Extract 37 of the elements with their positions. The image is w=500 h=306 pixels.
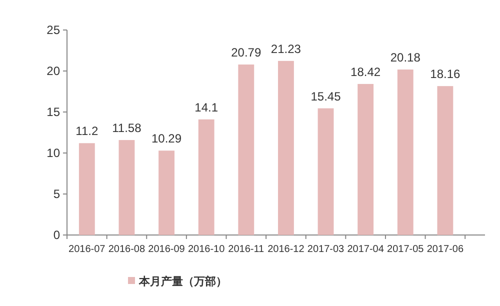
legend-label: 本月产量（万部） <box>138 275 227 288</box>
x-tick-label: 2016-12 <box>268 244 305 255</box>
y-tick-label: 0 <box>53 228 60 242</box>
x-tick-label: 2016-08 <box>108 244 146 255</box>
y-tick-label: 25 <box>46 23 60 37</box>
data-label: 11.58 <box>112 121 142 136</box>
y-tick-label: 15 <box>46 105 60 119</box>
bar <box>358 84 374 235</box>
bar <box>397 70 414 235</box>
y-tick-label: 10 <box>46 146 60 160</box>
x-tick-label: 2016-11 <box>228 244 265 255</box>
data-label: 20.79 <box>231 46 262 60</box>
x-tick-label: 2017-05 <box>387 244 424 255</box>
bar <box>278 60 294 235</box>
data-label: 20.18 <box>390 50 421 65</box>
bar <box>78 143 95 235</box>
data-label: 10.29 <box>152 132 182 146</box>
x-tick-label: 2016-09 <box>148 244 186 255</box>
x-tick-label: 2016-10 <box>188 244 226 255</box>
data-label: 14.1 <box>194 100 218 114</box>
bar <box>437 86 454 235</box>
bar <box>318 108 334 235</box>
bar <box>158 150 174 235</box>
y-tick-label: 5 <box>53 187 60 201</box>
bar <box>198 119 214 235</box>
x-tick-label: 2017-04 <box>347 244 384 255</box>
x-tick-label: 2017-03 <box>307 244 345 255</box>
bar <box>118 140 135 235</box>
data-label: 15.45 <box>310 89 342 104</box>
y-tick-label: 20 <box>46 64 60 78</box>
x-tick-label: 2016-07 <box>68 244 106 255</box>
data-label: 18.42 <box>350 64 381 79</box>
data-label: 18.16 <box>430 67 461 82</box>
data-label: 21.23 <box>270 42 302 56</box>
bar <box>238 64 254 235</box>
x-tick-label: 2017-06 <box>426 244 464 255</box>
data-label: 11.2 <box>76 124 98 138</box>
